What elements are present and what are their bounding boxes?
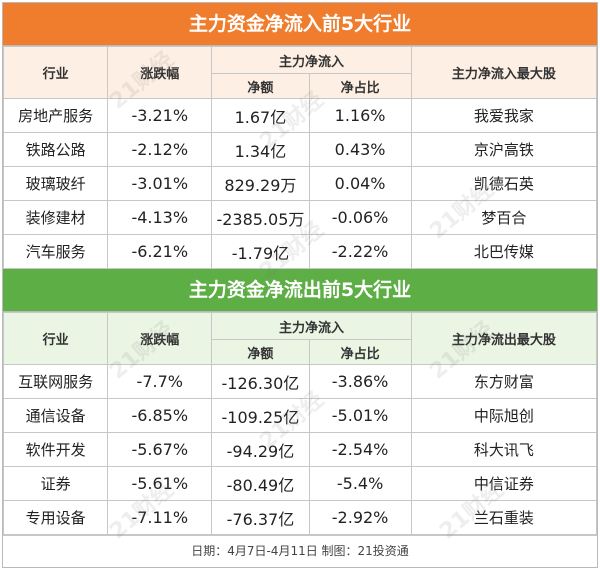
top-stock-cell: 凯德石英 [410, 166, 598, 201]
outflow-table: 行业 涨跌幅 主力净流入 主力净流出最大股 净额 净占比 互联网服务 -7.7%… [2, 312, 598, 535]
net-ratio-cell: 1.16% [308, 98, 412, 133]
outflow-header-top-stock: 主力净流出最大股 [410, 312, 598, 365]
top-stock-cell: 中信证券 [410, 466, 598, 501]
change-cell: -7.7% [107, 364, 213, 399]
top-stock-cell: 兰石重装 [410, 500, 598, 535]
top-stock-cell: 我爱我家 [410, 98, 598, 133]
industry-cell: 玻璃玻纤 [2, 166, 109, 201]
outflow-header-main-net-flow: 主力净流入 [211, 312, 412, 340]
change-cell: -4.13% [107, 200, 213, 235]
net-amount-cell: -1.79亿 [211, 234, 310, 269]
table-row: 铁路公路 -2.12% 1.34亿 0.43% 京沪高铁 [2, 132, 598, 167]
net-amount-cell: 829.29万 [211, 166, 310, 201]
table-row: 互联网服务 -7.7% -126.30亿 -3.86% 东方财富 [2, 364, 598, 399]
industry-cell: 互联网服务 [2, 364, 109, 399]
net-ratio-cell: 0.43% [308, 132, 412, 167]
top-stock-cell: 科大讯飞 [410, 432, 598, 467]
footer-note: 日期：4月7日-4月11日 制图：21投资通 [3, 535, 597, 567]
industry-cell: 通信设备 [2, 398, 109, 433]
industry-cell: 装修建材 [2, 200, 109, 235]
net-ratio-cell: 0.04% [308, 166, 412, 201]
industry-cell: 软件开发 [2, 432, 109, 467]
outflow-title: 主力资金净流出前5大行业 [3, 269, 597, 312]
change-cell: -2.12% [107, 132, 213, 167]
net-amount-cell: -80.49亿 [211, 466, 310, 501]
outflow-header-net-amount: 净额 [211, 339, 310, 365]
industry-cell: 专用设备 [2, 500, 109, 535]
net-ratio-cell: -2.92% [308, 500, 412, 535]
change-cell: -5.61% [107, 466, 213, 501]
inflow-table: 行业 涨跌幅 主力净流入 主力净流入最大股 净额 净占比 房地产服务 -3.21… [2, 46, 598, 269]
industry-cell: 铁路公路 [2, 132, 109, 167]
table-row: 装修建材 -4.13% -2385.05万 -0.06% 梦百合 [2, 200, 598, 235]
top-stock-cell: 北巴传媒 [410, 234, 598, 269]
table-row: 软件开发 -5.67% -94.29亿 -2.54% 科大讯飞 [2, 432, 598, 467]
outflow-header-industry: 行业 [2, 312, 109, 365]
change-cell: -7.11% [107, 500, 213, 535]
table-row: 通信设备 -6.85% -109.25亿 -5.01% 中际旭创 [2, 398, 598, 433]
industry-cell: 证券 [2, 466, 109, 501]
change-cell: -5.67% [107, 432, 213, 467]
net-amount-cell: -94.29亿 [211, 432, 310, 467]
net-ratio-cell: -2.22% [308, 234, 412, 269]
outflow-header-change: 涨跌幅 [107, 312, 213, 365]
net-amount-cell: -2385.05万 [211, 200, 310, 235]
table-row: 汽车服务 -6.21% -1.79亿 -2.22% 北巴传媒 [2, 234, 598, 269]
table-row: 玻璃玻纤 -3.01% 829.29万 0.04% 凯德石英 [2, 166, 598, 201]
industry-cell: 汽车服务 [2, 234, 109, 269]
net-ratio-cell: -5.01% [308, 398, 412, 433]
net-amount-cell: -76.37亿 [211, 500, 310, 535]
inflow-header-industry: 行业 [2, 46, 109, 99]
top-stock-cell: 中际旭创 [410, 398, 598, 433]
inflow-header-net-amount: 净额 [211, 73, 310, 99]
net-ratio-cell: -2.54% [308, 432, 412, 467]
inflow-header-main-net-flow: 主力净流入 [211, 46, 412, 74]
table-row: 证券 -5.61% -80.49亿 -5.4% 中信证券 [2, 466, 598, 501]
net-amount-cell: 1.34亿 [211, 132, 310, 167]
industry-cell: 房地产服务 [2, 98, 109, 133]
top-stock-cell: 京沪高铁 [410, 132, 598, 167]
inflow-title: 主力资金净流入前5大行业 [3, 3, 597, 46]
top-stock-cell: 东方财富 [410, 364, 598, 399]
net-amount-cell: -109.25亿 [211, 398, 310, 433]
net-ratio-cell: -5.4% [308, 466, 412, 501]
table-row: 房地产服务 -3.21% 1.67亿 1.16% 我爱我家 [2, 98, 598, 133]
top-stock-cell: 梦百合 [410, 200, 598, 235]
table-row: 专用设备 -7.11% -76.37亿 -2.92% 兰石重装 [2, 500, 598, 535]
net-amount-cell: -126.30亿 [211, 364, 310, 399]
net-ratio-cell: -3.86% [308, 364, 412, 399]
outflow-header-net-ratio: 净占比 [308, 339, 412, 365]
change-cell: -6.21% [107, 234, 213, 269]
net-ratio-cell: -0.06% [308, 200, 412, 235]
change-cell: -3.01% [107, 166, 213, 201]
net-amount-cell: 1.67亿 [211, 98, 310, 133]
change-cell: -3.21% [107, 98, 213, 133]
inflow-header-net-ratio: 净占比 [308, 73, 412, 99]
inflow-header-change: 涨跌幅 [107, 46, 213, 99]
inflow-header-top-stock: 主力净流入最大股 [410, 46, 598, 99]
change-cell: -6.85% [107, 398, 213, 433]
